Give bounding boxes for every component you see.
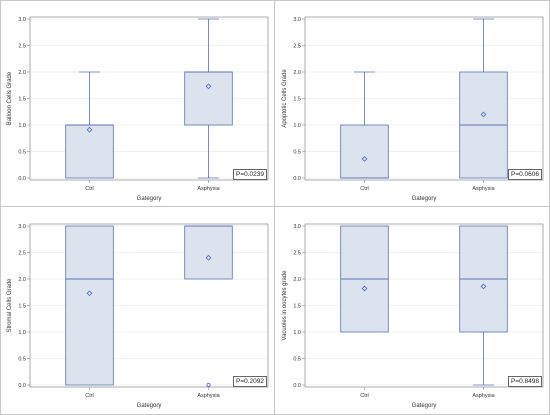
box-ctrl [340,225,389,333]
y-tick-label: 1.5 [293,97,301,103]
y-tick-label: 3.0 [293,17,301,23]
y-tick-label: 1.5 [18,97,26,103]
y-tick-label: 0.5 [293,357,301,363]
y-tick-label: 1.0 [293,123,301,129]
y-tick-label: 0.5 [293,150,301,156]
p-value-annotation: P=0.8498 [507,376,542,387]
y-tick-label: 3.0 [18,17,26,23]
y-tick-label: 2.5 [18,251,26,257]
p-value-annotation: P=0.2092 [232,376,267,387]
y-axis-label: Balloon Cells Grade [7,71,13,125]
y-tick-label: 3.0 [293,224,301,230]
box-iqr [184,71,233,126]
plot-frame [29,223,269,388]
y-axis-label: Apoptotic Cells Grade [282,69,288,128]
y-tick-label: 0.0 [18,383,26,389]
mean-marker [480,283,487,290]
box-plot-svg: 0.0 0.5 1.0 1.5 2.0 2.5 3.0 Vacuoles in oocytes… [282,223,544,409]
x-tick-label: Asphyxia [197,186,220,192]
p-value-annotation: P=0.0606 [507,169,542,180]
mean-marker [205,83,212,90]
y-axis-label: Stromal Cells Grade [7,278,13,333]
y-tick-label: 3.0 [18,224,26,230]
y-tick-label: 2.0 [293,70,301,76]
x-tick-label: Ctrl [85,393,94,399]
plot-frame [304,223,544,388]
x-tick-label: Asphyxia [472,186,495,192]
y-tick-label: 0.5 [18,357,26,363]
y-tick-label: 0.5 [18,150,26,156]
mean-marker [480,111,487,118]
box-asphyxia [184,225,233,387]
box-iqr [184,225,233,280]
y-axis-label: Vacuoles in oocytes grade [282,270,288,341]
box-iqr [65,124,114,179]
box-iqr [340,124,389,179]
y-tick-label: 1.0 [18,123,26,129]
mean-marker [361,156,368,162]
plot-frame [304,16,544,181]
outlier-point [206,382,211,387]
y-tick-label: 1.0 [18,330,26,336]
box-asphyxia [459,18,508,179]
x-axis-label: Gategory [412,196,437,202]
x-tick-label: Asphyxia [197,393,220,399]
plot-frame [29,16,269,181]
box-plot-panel: 0.0 0.5 1.0 1.5 2.0 2.5 3.0 Stromal Cells Grade… [0,207,274,413]
box-plot-panel: 0.0 0.5 1.0 1.5 2.0 2.5 3.0 Balloon Cells Grade… [0,0,274,206]
y-tick-label: 1.0 [293,330,301,336]
x-axis-label: Gategory [137,196,162,202]
mean-marker [86,126,93,133]
y-tick-label: 2.5 [293,44,301,50]
box-ctrl [340,71,389,179]
y-tick-label: 2.0 [293,277,301,283]
y-tick-label: 2.5 [18,44,26,50]
box-plot-svg: 0.0 0.5 1.0 1.5 2.0 2.5 3.0 Apoptotic Cells Gra… [282,16,544,202]
box-asphyxia [459,225,508,386]
mean-marker [361,285,368,292]
box-plot-panel: 0.0 0.5 1.0 1.5 2.0 2.5 3.0 Apoptotic Cells Gra… [275,0,549,206]
panel-divider-horizontal [0,206,550,207]
x-tick-label: Ctrl [360,393,369,399]
box-plot-svg: 0.0 0.5 1.0 1.5 2.0 2.5 3.0 Stromal Cells Grade… [7,223,269,409]
y-tick-label: 2.5 [293,251,301,257]
box-asphyxia [184,18,233,179]
y-tick-label: 0.0 [18,176,26,182]
p-value-annotation: P=0.0239 [232,169,267,180]
y-tick-label: 2.0 [18,277,26,283]
y-tick-label: 0.0 [293,176,301,182]
x-axis-label: Gategory [412,403,437,409]
box-plot-panel: 0.0 0.5 1.0 1.5 2.0 2.5 3.0 Vacuoles in oocytes… [275,207,549,413]
x-axis-label: Gategory [137,403,162,409]
box-plot-svg: 0.0 0.5 1.0 1.5 2.0 2.5 3.0 Balloon Cells Grade… [7,16,269,202]
y-tick-label: 1.5 [293,304,301,310]
box-ctrl [65,71,114,179]
x-tick-label: Ctrl [85,186,94,192]
x-tick-label: Ctrl [360,186,369,192]
x-tick-label: Asphyxia [472,393,495,399]
y-tick-label: 1.5 [18,304,26,310]
y-tick-label: 0.0 [293,383,301,389]
panel-divider-vertical [274,0,275,415]
mean-marker [205,254,212,261]
box-iqr [65,225,114,386]
y-tick-label: 2.0 [18,70,26,76]
mean-marker [86,290,93,297]
box-ctrl [65,225,114,386]
